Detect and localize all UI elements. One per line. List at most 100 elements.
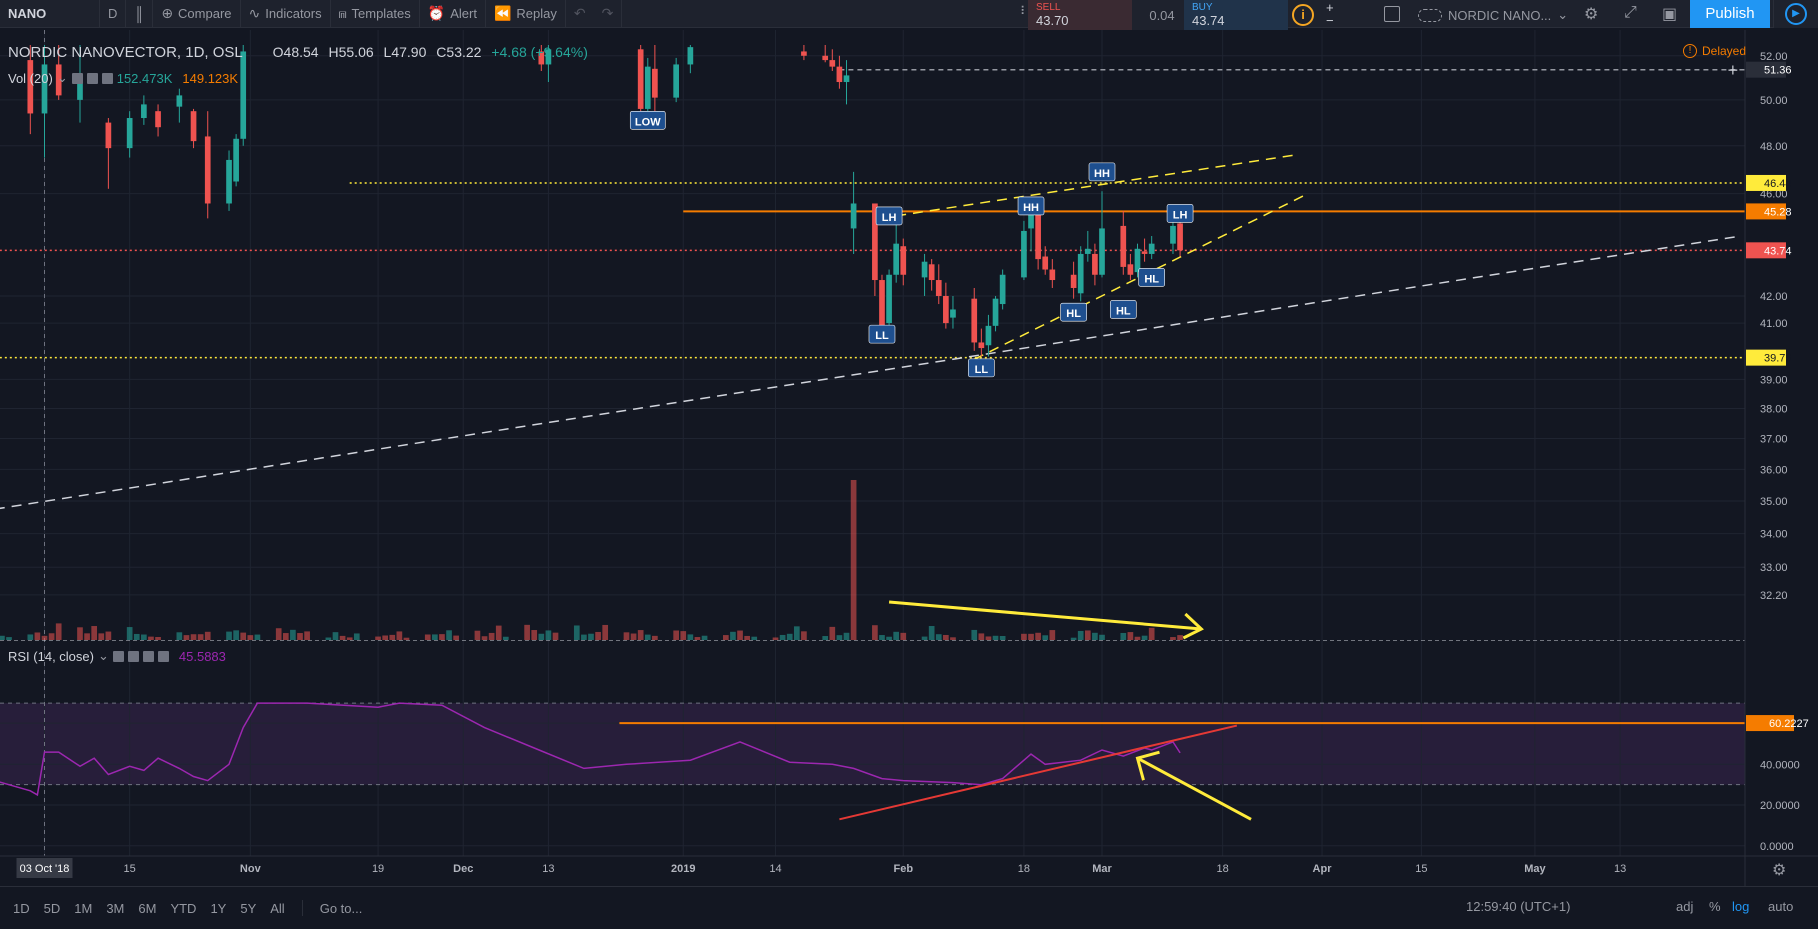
volume-bar: [744, 635, 750, 640]
volume-bar: [48, 633, 55, 640]
camera-icon[interactable]: ▣: [1662, 6, 1678, 23]
volume-bar: [588, 633, 594, 640]
quantity-decrease-button[interactable]: −: [1326, 13, 1334, 28]
range-button-5d[interactable]: 5D: [43, 900, 61, 916]
candle: [190, 111, 197, 142]
volume-bar: [644, 634, 651, 640]
range-button-6m[interactable]: 6M: [138, 900, 157, 916]
legend-change: +4.68 (+9.64%): [491, 44, 588, 60]
price-tick-label: 50.00: [1760, 95, 1788, 107]
candle: [240, 51, 247, 139]
price-chart[interactable]: LOWLHLLLLHHHLHHHLHLLH52.0050.0048.0046.0…: [0, 30, 1818, 886]
candle: [1099, 228, 1105, 275]
volume-bar: [91, 626, 98, 640]
sell-price: 43.70: [1036, 13, 1069, 28]
candle: [1141, 251, 1148, 254]
interval-button[interactable]: D: [100, 0, 127, 28]
adj-toggle[interactable]: adj: [1676, 899, 1694, 914]
symbol-search-button[interactable]: NANO: [0, 0, 100, 28]
pattern-label-box: [1088, 162, 1116, 182]
range-button-1y[interactable]: 1Y: [210, 900, 227, 916]
candle: [652, 68, 658, 98]
range-button-ytd[interactable]: YTD: [170, 900, 197, 916]
fullscreen-icon[interactable]: ⤢: [1624, 4, 1637, 21]
range-button-5y[interactable]: 5Y: [240, 900, 257, 916]
volume-bar: [985, 636, 992, 640]
chart-type-button[interactable]: ║: [126, 0, 154, 28]
chevron-down-icon[interactable]: ⌄: [97, 648, 109, 663]
time-tick-label: 13: [542, 863, 554, 875]
replay-button[interactable]: ⏪ Replay: [486, 0, 566, 28]
quantity-increase-button[interactable]: +: [1326, 0, 1334, 15]
volume-bar: [1127, 632, 1134, 640]
sell-button[interactable]: SELL 43.70: [1028, 0, 1132, 30]
more-icon[interactable]: [157, 650, 169, 662]
legend-open-value: 48.54: [283, 44, 319, 60]
trend-line: [973, 192, 1309, 361]
legend-low-label: L: [383, 44, 392, 60]
scale-settings-gear-icon[interactable]: ⚙: [1772, 862, 1787, 879]
close-icon[interactable]: [142, 650, 154, 662]
volume-bar: [204, 631, 211, 640]
volume-bar: [453, 635, 459, 640]
candle: [644, 66, 651, 109]
volume-bar: [893, 631, 900, 640]
layout-icon[interactable]: [1384, 6, 1400, 22]
buy-button[interactable]: BUY 43.74: [1184, 0, 1288, 30]
volume-bar: [524, 624, 530, 640]
gear-icon[interactable]: ⚙: [1584, 6, 1599, 23]
eye-icon[interactable]: [112, 650, 124, 662]
percent-toggle[interactable]: %: [1709, 899, 1721, 914]
volume-bar: [233, 630, 239, 640]
redo-button[interactable]: ↷: [594, 0, 623, 28]
undo-button[interactable]: ↶: [566, 0, 594, 28]
chart-layout-select[interactable]: NORDIC NANO... ⌄: [1418, 4, 1568, 26]
templates-button[interactable]: ⩎ Templates: [331, 0, 420, 28]
info-icon[interactable]: i: [1292, 4, 1314, 26]
volume-bar: [1021, 633, 1027, 640]
play-button[interactable]: ▶: [1773, 0, 1818, 28]
volume-bar: [1028, 633, 1034, 640]
candle: [1127, 264, 1134, 275]
close-icon[interactable]: [101, 72, 113, 84]
candle: [1134, 248, 1141, 273]
settings-icon[interactable]: [127, 650, 139, 662]
publish-button[interactable]: Publish: [1690, 0, 1770, 28]
time-tick-label: Mar: [1092, 863, 1112, 875]
clock-time[interactable]: 12:59:40 (UTC+1): [1466, 899, 1571, 914]
volume-bar: [183, 635, 190, 640]
volume-bar: [247, 635, 254, 640]
candle: [1021, 230, 1027, 278]
candle: [1148, 243, 1155, 254]
templates-icon: ⩎: [338, 5, 347, 21]
range-button-1m[interactable]: 1M: [74, 900, 93, 916]
pattern-label: HL: [1116, 305, 1131, 317]
volume-bar: [240, 632, 247, 640]
settings-icon[interactable]: [86, 72, 98, 84]
alert-button[interactable]: ⏰ Alert: [420, 0, 486, 28]
indicators-label: Indicators: [265, 6, 322, 21]
range-button-1d[interactable]: 1D: [13, 900, 30, 916]
time-tick-label: Dec: [453, 863, 473, 875]
delayed-label: Delayed: [1702, 44, 1747, 58]
volume-bar: [1049, 630, 1056, 640]
candle: [1042, 256, 1049, 270]
volume-bar: [843, 632, 850, 640]
volume-bar: [275, 628, 282, 640]
candle: [971, 298, 978, 343]
delayed-badge[interactable]: ! Delayed: [1683, 44, 1746, 58]
log-toggle[interactable]: log: [1732, 899, 1750, 914]
goto-button[interactable]: Go to...: [319, 900, 363, 916]
range-button-all[interactable]: All: [270, 900, 285, 916]
volume-bar: [141, 634, 147, 640]
compare-button[interactable]: ⊕ Compare: [153, 0, 241, 28]
price-tag: [1746, 174, 1786, 191]
indicators-button[interactable]: ∿ Indicators: [241, 0, 331, 28]
candle: [992, 298, 999, 326]
rsi-pointer-arrow: [1136, 756, 1252, 821]
eye-icon[interactable]: [71, 72, 83, 84]
auto-toggle[interactable]: auto: [1768, 899, 1794, 914]
chevron-down-icon[interactable]: ⌄: [56, 70, 68, 85]
range-button-3m[interactable]: 3M: [106, 900, 125, 916]
volume-bar: [446, 630, 452, 640]
